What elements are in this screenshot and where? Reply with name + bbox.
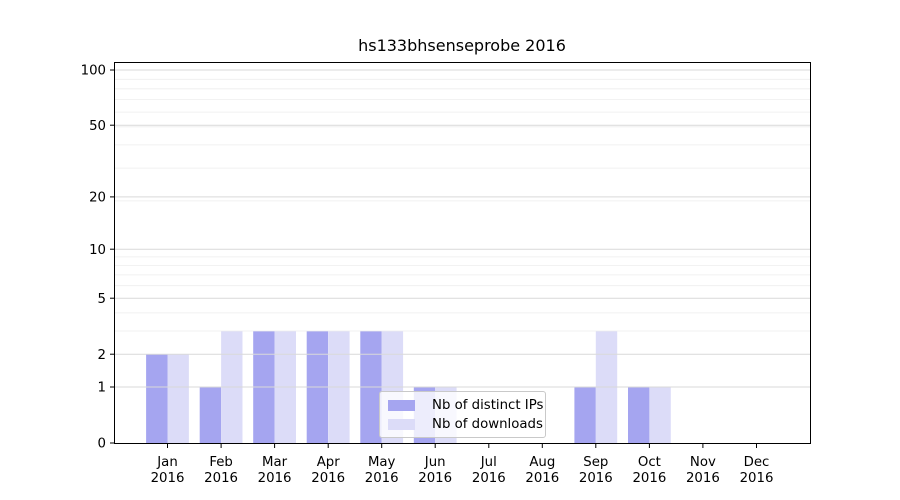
x-tick-label-Apr: Apr 2016 xyxy=(311,455,345,486)
x-tick-label-Oct: Oct 2016 xyxy=(632,455,666,486)
axes-layer xyxy=(110,62,811,448)
legend-item-distinct-ips: Nb of distinct IPs xyxy=(388,397,543,413)
y-tick-label-10: 10 xyxy=(89,243,106,258)
legend-swatch-downloads xyxy=(388,418,415,430)
y-tick-label-50: 50 xyxy=(89,119,106,134)
x-tick-label-Jan: Jan 2016 xyxy=(151,455,185,486)
y-tick-label-5: 5 xyxy=(98,292,106,307)
x-tick-label-Mar: Mar 2016 xyxy=(258,455,292,486)
bar-s0-Feb xyxy=(199,387,222,444)
x-tick-label-May: May 2016 xyxy=(365,455,399,486)
legend-swatch-distinct-ips xyxy=(388,399,415,411)
bar-s1-Jan xyxy=(167,354,189,444)
y-tick-label-0: 0 xyxy=(98,437,106,452)
x-tick-label-Dec: Dec 2016 xyxy=(740,455,774,486)
chart-title: hs133bhsenseprobe 2016 xyxy=(358,36,566,55)
bar-s1-Oct xyxy=(649,387,671,444)
y-tick-label-1: 1 xyxy=(98,381,106,396)
x-tick-label-Nov: Nov 2016 xyxy=(686,455,720,486)
axes-frame xyxy=(114,62,811,444)
y-tick-label-100: 100 xyxy=(81,64,106,79)
x-tick-label-Feb: Feb 2016 xyxy=(204,455,238,486)
gridlines-layer xyxy=(114,69,810,388)
legend: Nb of distinct IPs Nb of downloads xyxy=(379,391,546,438)
legend-label-distinct-ips: Nb of distinct IPs xyxy=(432,397,544,413)
legend-label-downloads: Nb of downloads xyxy=(432,416,543,432)
x-tick-label-Jun: Jun 2016 xyxy=(418,455,452,486)
x-tick-label-Jul: Jul 2016 xyxy=(472,455,506,486)
x-tick-label-Aug: Aug 2016 xyxy=(525,455,559,486)
x-tick-label-Sep: Sep 2016 xyxy=(579,455,613,486)
y-tick-label-2: 2 xyxy=(98,348,106,363)
tick-labels-layer: 0 1 2 5 10 20 50 100 Jan 2016 Feb 2016 Mar 2016 Apr 201… xyxy=(81,64,774,486)
bar-s0-Oct xyxy=(628,387,650,444)
y-tick-label-20: 20 xyxy=(89,191,106,206)
bar-s0-Sep xyxy=(574,387,596,444)
bar-s0-Jan xyxy=(146,354,168,444)
legend-item-downloads: Nb of downloads xyxy=(388,416,543,432)
